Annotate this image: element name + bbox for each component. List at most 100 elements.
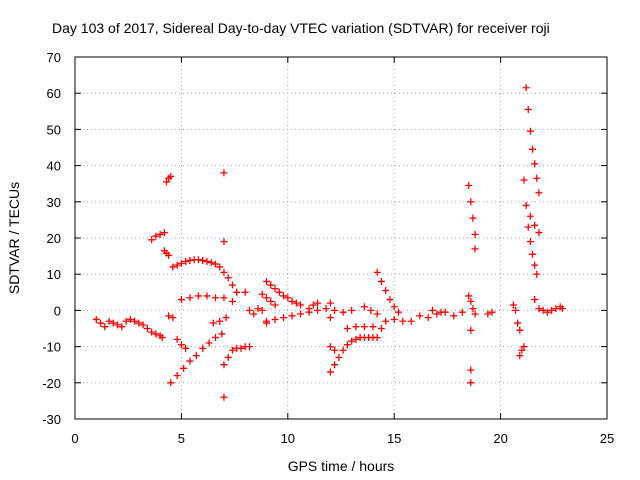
data-point [533,270,541,278]
data-point [105,317,113,325]
data-point [169,263,177,271]
y-tick-label: 60 [47,86,61,101]
data-point [173,335,181,343]
data-point [220,169,228,177]
y-axis-label: SDTVAR / TECUs [6,182,22,294]
data-point [526,212,534,220]
data-point [148,236,156,244]
data-point [280,314,288,322]
data-point [92,315,100,323]
data-point [207,259,215,267]
y-tick-label: 30 [47,195,61,210]
data-point [211,260,219,268]
data-point [535,229,543,237]
data-point [309,301,317,309]
data-point [529,145,537,153]
data-point [518,346,526,354]
data-point [199,344,207,352]
data-point [465,182,473,190]
data-point [465,292,473,300]
data-point [377,277,385,285]
data-point [348,306,356,314]
data-point [467,297,475,305]
data-point [241,288,249,296]
data-point [177,296,185,304]
data-point [531,261,539,269]
data-point [205,339,213,347]
data-point [458,308,466,316]
data-point [167,379,175,387]
data-point [216,317,224,325]
data-point [297,310,305,318]
data-point [109,319,117,327]
data-point [180,364,188,372]
data-point [292,299,300,307]
y-tick-label: 20 [47,231,61,246]
data-point [467,326,475,334]
data-point [224,274,232,282]
data-point [424,314,432,322]
x-tick-label: 15 [387,431,401,446]
data-point [548,306,556,314]
data-point [165,251,173,259]
data-point [331,346,339,354]
data-point [531,221,539,229]
data-point [531,160,539,168]
data-point [450,312,458,320]
y-tick-label: -30 [42,412,61,427]
y-tick-label: 10 [47,267,61,282]
data-point [373,268,381,276]
data-point [220,268,228,276]
data-point [539,306,547,314]
data-point [216,263,224,271]
data-point [524,223,532,231]
data-point [335,353,343,361]
data-point [535,189,543,197]
data-point [433,310,441,318]
data-point [437,308,445,316]
data-points [92,84,566,401]
data-point [186,294,194,302]
data-point [220,393,228,401]
data-point [160,229,168,237]
data-point [516,326,524,334]
data-point [245,306,253,314]
data-point [484,310,492,318]
data-point [558,305,566,313]
data-point [343,325,351,332]
data-point [522,84,530,92]
data-point [228,297,236,305]
data-point [131,317,139,325]
data-point [222,314,230,322]
data-point [224,353,232,361]
data-point [429,306,437,314]
data-point [220,238,228,246]
data-point [326,343,334,351]
data-point [143,325,151,332]
x-tick-label: 20 [493,431,507,446]
data-point [135,319,143,327]
data-point [158,334,166,342]
data-point [271,301,279,309]
data-point [529,250,537,258]
data-point [284,294,292,302]
data-point [156,230,164,238]
data-point [467,198,475,206]
data-point [267,281,275,289]
data-point [352,323,360,331]
x-tick-label: 25 [600,431,614,446]
data-point [263,294,271,302]
data-point [331,361,339,369]
data-point [531,296,539,304]
data-point [469,305,477,313]
data-point [471,230,479,238]
data-point [533,174,541,182]
data-point [326,314,334,322]
grid-lines [75,57,607,419]
data-point [382,317,390,325]
data-point [280,292,288,300]
data-point [339,346,347,354]
data-point [139,321,147,329]
data-point [552,305,560,313]
